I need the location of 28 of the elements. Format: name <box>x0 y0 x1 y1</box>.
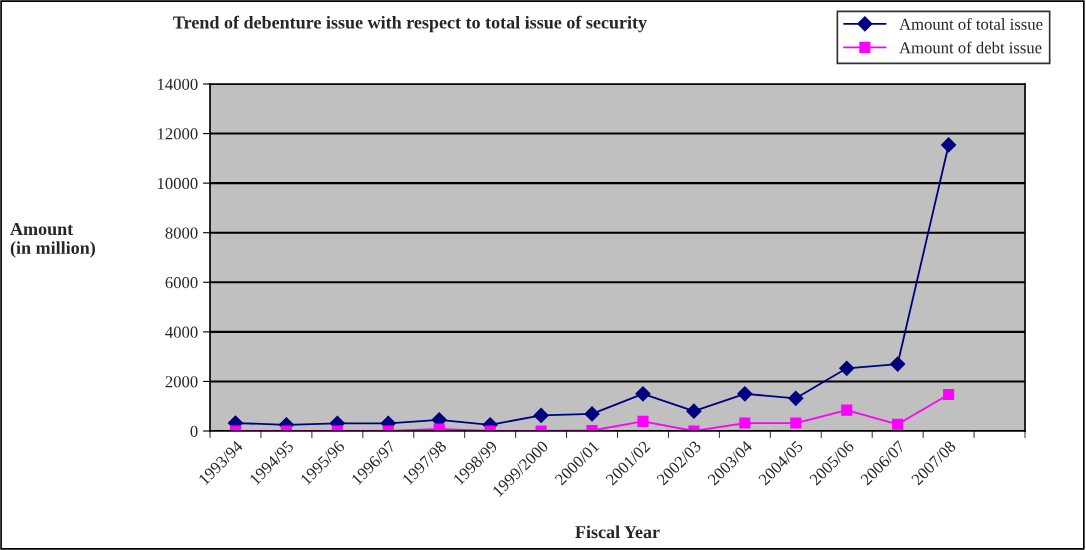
point <box>790 417 802 429</box>
x-axis-title: Fiscal Year <box>575 525 660 539</box>
point <box>739 417 751 429</box>
point <box>584 406 600 422</box>
y-tick-label: 14000 <box>157 78 198 90</box>
chart-title: Trend of debenture issue with respect to total issue of security <box>173 15 647 33</box>
y-tick-label: 6000 <box>165 276 198 289</box>
point <box>941 137 957 153</box>
point <box>737 386 753 402</box>
point <box>890 356 906 372</box>
point <box>686 403 702 419</box>
y-tick-label: 10000 <box>157 177 198 190</box>
legend-label: Amount of total issue <box>899 17 1043 30</box>
y-tick-label: 4000 <box>165 326 198 338</box>
point <box>533 407 549 423</box>
point <box>841 404 853 416</box>
point <box>943 389 955 401</box>
y-tick-label: 2000 <box>165 376 198 388</box>
y-tick-label: 12000 <box>157 128 198 140</box>
legend-label: Amount of debt issue <box>899 41 1042 54</box>
y-axis-title: Amount (in million) <box>10 222 95 258</box>
point <box>839 360 855 376</box>
point <box>788 390 804 406</box>
point <box>637 415 649 427</box>
y-tick-label: 8000 <box>165 227 198 239</box>
y-tick-label: 0 <box>190 425 198 437</box>
point <box>892 418 904 430</box>
point <box>635 386 651 402</box>
